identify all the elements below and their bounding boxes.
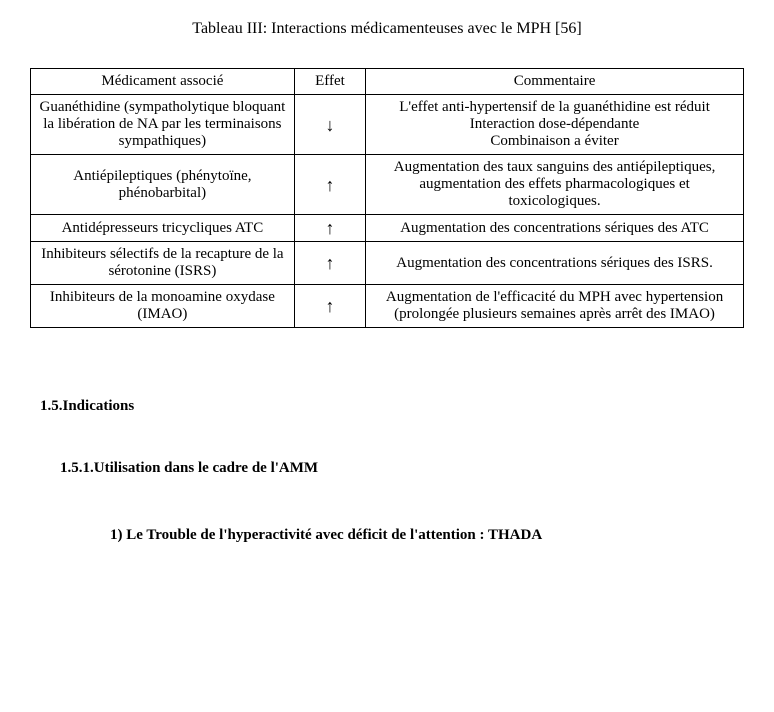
col-header-commentaire: Commentaire <box>366 69 744 95</box>
table-row: Inhibiteurs sélectifs de la recapture de… <box>31 242 744 285</box>
table-header-row: Médicament associé Effet Commentaire <box>31 69 744 95</box>
cell-commentaire: Augmentation de l'efficacité du MPH avec… <box>366 285 744 328</box>
cell-medicament: Inhibiteurs sélectifs de la recapture de… <box>31 242 295 285</box>
cell-medicament: Guanéthidine (sympatholytique bloquant l… <box>31 95 295 155</box>
table-caption: Tableau III: Interactions médicamenteuse… <box>30 20 744 38</box>
cell-effet: ↑ <box>294 285 365 328</box>
cell-effet: ↑ <box>294 215 365 242</box>
cell-commentaire: Augmentation des concentrations sériques… <box>366 242 744 285</box>
cell-commentaire: L'effet anti-hypertensif de la guanéthid… <box>366 95 744 155</box>
table-row: Antiépileptiques (phénytoïne, phénobarbi… <box>31 155 744 215</box>
cell-commentaire: Augmentation des taux sanguins des antié… <box>366 155 744 215</box>
cell-medicament: Antidépresseurs tricycliques ATC <box>31 215 295 242</box>
cell-effet: ↑ <box>294 155 365 215</box>
table-row: Inhibiteurs de la monoamine oxydase (IMA… <box>31 285 744 328</box>
cell-effet: ↓ <box>294 95 365 155</box>
col-header-effet: Effet <box>294 69 365 95</box>
interactions-table: Médicament associé Effet Commentaire Gua… <box>30 68 744 328</box>
subsection-heading-amm: 1.5.1.Utilisation dans le cadre de l'AMM <box>60 460 744 477</box>
cell-medicament: Antiépileptiques (phénytoïne, phénobarbi… <box>31 155 295 215</box>
table-row: Guanéthidine (sympatholytique bloquant l… <box>31 95 744 155</box>
cell-commentaire: Augmentation des concentrations sériques… <box>366 215 744 242</box>
section-heading-indications: 1.5.Indications <box>40 398 744 415</box>
col-header-medicament: Médicament associé <box>31 69 295 95</box>
cell-medicament: Inhibiteurs de la monoamine oxydase (IMA… <box>31 285 295 328</box>
cell-effet: ↑ <box>294 242 365 285</box>
table-row: Antidépresseurs tricycliques ATC ↑ Augme… <box>31 215 744 242</box>
list-heading-thada: 1) Le Trouble de l'hyperactivité avec dé… <box>110 527 744 544</box>
